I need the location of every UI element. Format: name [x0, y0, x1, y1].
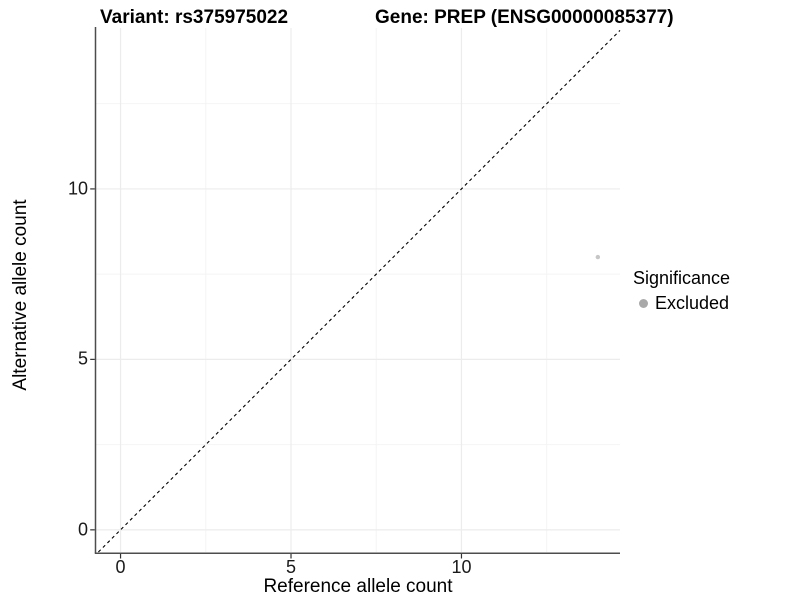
- legend-item-label: Excluded: [655, 293, 730, 313]
- identity-dashed-line: [97, 29, 621, 553]
- x-tick-label: 0: [115, 557, 126, 577]
- x-tick-label: 5: [285, 557, 297, 577]
- y-axis-title: Alternative allele count: [10, 199, 31, 391]
- legend-item-excluded: Excluded: [633, 293, 730, 314]
- legend-title: Significance: [633, 268, 731, 288]
- y-tick-label: 10: [67, 178, 88, 199]
- y-tick-label: 5: [77, 348, 88, 369]
- data-point: [595, 254, 601, 260]
- plot-title-variant: Variant: rs375975022: [100, 7, 289, 28]
- legend: Significance Excluded: [633, 268, 730, 314]
- x-tick-label: 10: [451, 557, 472, 577]
- x-axis-title: Reference allele count: [263, 576, 453, 597]
- legend-key-circle-icon: [639, 299, 648, 308]
- plot-title-gene: Gene: PREP (ENSG00000085377): [375, 7, 674, 28]
- y-tick-label: 0: [77, 519, 88, 540]
